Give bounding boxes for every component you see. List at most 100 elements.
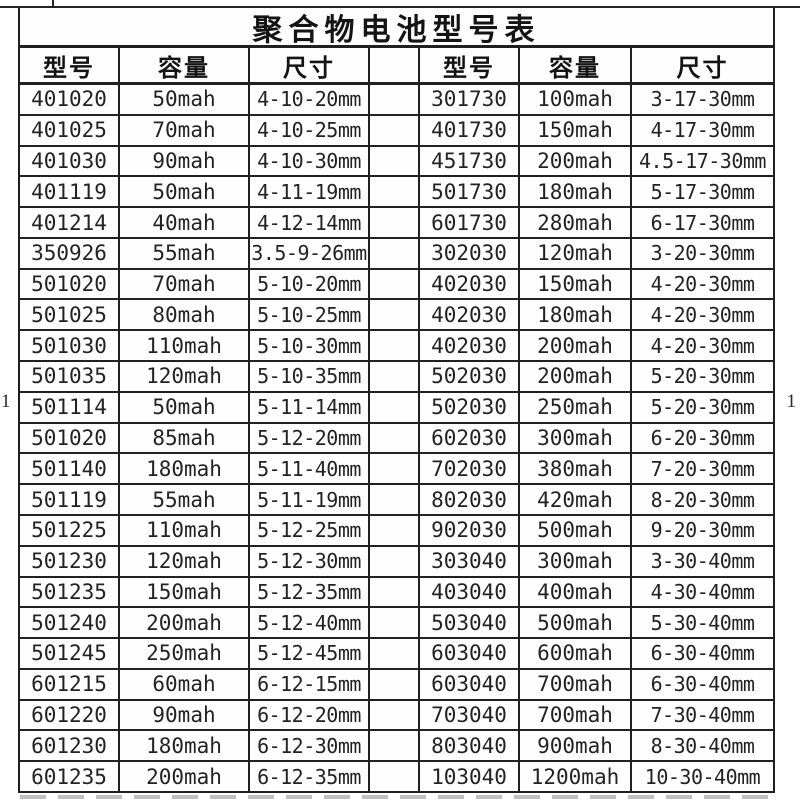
table-cell: 8-30-40mm [650,733,755,758]
spacer-cell [370,546,420,576]
table-cell: 6-12-30mm [250,731,370,761]
table-cell: 702030 [420,454,520,484]
table-cell: 280mah [520,208,632,237]
table-cell: 5-20-30mm [650,364,755,389]
table-cell: 380mah [520,454,632,484]
spacer-cell [370,300,420,330]
table-cell: 4-20-30mm [650,302,755,327]
table-cell: 501230 [20,546,120,576]
table-cell: 501240 [20,608,120,638]
header-spacer [370,48,420,82]
spacer-cell [370,669,420,699]
table-cell: 1200mah [520,762,632,791]
table-cell: 603040 [420,639,520,668]
table-cell: 4-17-30mm [650,118,755,143]
table-cell: 180mah [520,177,632,207]
table-cell: 5-10-25mm [250,300,370,330]
table-row: 401214 40mah 4-12-14mm 601730 280mah 6-17-30m… [20,208,773,239]
table-cell: 902030 [420,515,520,545]
table-row: 601230 180mah 6-12-30mm 803040 900mah 8-30-40… [20,731,773,763]
spacer-cell [370,146,420,176]
table-cell: 5-17-30mm [650,179,755,204]
table-cell: 601730 [420,208,520,237]
table-cell: 40mah [120,208,250,237]
table-cell: 180mah [120,454,250,484]
table-cell: 4-20-30mm [650,333,755,358]
table-cell: 200mah [520,146,632,176]
spacer-cell [370,85,420,114]
table-cell: 5-10-30mm [250,331,370,361]
table-cell: 900mah [520,731,632,761]
table-cell: 85mah [120,423,250,453]
table-cell: 60mah [120,669,250,699]
table-row: 501025 80mah 5-10-25mm 402030 180mah 4-20-30m… [20,300,773,332]
table-row: 501235 150mah 5-12-35mm 403040 400mah 4-30-40… [20,577,773,609]
table-cell: 120mah [120,362,250,391]
spacer-cell [370,485,420,514]
table-cell: 4-12-14mm [250,208,370,237]
table-cell: 250mah [520,392,632,422]
battery-model-table: 聚合物电池型号表 型号 容量 尺寸 型号 容量 尺寸 401020 50mah 4-… [18,8,775,793]
table-cell: 401030 [20,146,120,176]
table-cell: 7-20-30mm [650,456,755,481]
table-cell: 7-30-40mm [650,703,755,728]
table-cell: 601220 [20,700,120,730]
table-cell: 5-12-25mm [250,515,370,545]
table-cell: 50mah [120,392,250,422]
table-row: 501230 120mah 5-12-30mm 303040 300mah 3-30-40… [20,546,773,578]
spacer-cell [370,639,420,668]
spacer-cell [370,115,420,145]
table-cell: 501114 [20,392,120,422]
table-cell: 501119 [20,485,120,514]
table-cell: 3.5-9-26mm [250,238,370,268]
table-row: 401020 50mah 4-10-20mm 301730 100mah 3-17-30m… [20,85,773,116]
table-cell: 501020 [20,269,120,299]
table-cell: 150mah [120,577,250,607]
table-cell: 5-12-35mm [250,577,370,607]
table-cell: 401020 [20,85,120,114]
table-cell: 601235 [20,762,120,791]
table-cell: 5-12-30mm [250,546,370,576]
table-row: 501240 200mah 5-12-40mm 503040 500mah 5-30-40… [20,608,773,640]
table-cell: 3-20-30mm [650,241,755,266]
table-cell: 401119 [20,177,120,207]
table-cell: 250mah [120,639,250,668]
table-cell: 6-30-40mm [650,672,755,697]
table-cell: 4-10-25mm [250,115,370,145]
table-cell: 501035 [20,362,120,391]
table-cell: 150mah [520,269,632,299]
table-cell: 5-30-40mm [650,610,755,635]
table-row: 601235 200mah 6-12-35mm 103040 1200mah 10-30-… [20,762,773,791]
table-cell: 501025 [20,300,120,330]
spacer-cell [370,700,420,730]
table-cell: 9-20-30mm [650,518,755,543]
header-model-left: 型号 [20,48,120,82]
table-cell: 501730 [420,177,520,207]
table-cell: 6-12-20mm [250,700,370,730]
spacer-cell [370,515,420,545]
table-cell: 80mah [120,300,250,330]
table-cell: 3-30-40mm [650,549,755,574]
table-cell: 5-12-20mm [250,423,370,453]
table-title: 聚合物电池型号表 [20,8,773,48]
table-cell: 601230 [20,731,120,761]
table-cell: 55mah [120,238,250,268]
table-row: 501035 120mah 5-10-35mm 502030 200mah 5-20-30… [20,362,773,393]
table-row: 501140 180mah 5-11-40mm 702030 380mah 7-20-30… [20,454,773,486]
table-cell: 401730 [420,115,520,145]
table-cell: 180mah [120,731,250,761]
table-row: 401025 70mah 4-10-25mm 401730 150mah 4-17-30m… [20,115,773,147]
table-cell: 502030 [420,392,520,422]
table-cell: 502030 [420,362,520,391]
table-cell: 5-12-45mm [250,639,370,668]
table-row: 350926 55mah 3.5-9-26mm 302030 120mah 3-20-30… [20,238,773,270]
table-row: 401119 50mah 4-11-19mm 501730 180mah 5-17-30m… [20,177,773,209]
header-model-right: 型号 [420,48,520,82]
spacer-cell [370,423,420,453]
table-row: 501119 55mah 5-11-19mm 802030 420mah 8-20-30m… [20,485,773,516]
table-row: 501225 110mah 5-12-25mm 902030 500mah 9-20-30… [20,515,773,547]
table-cell: 4.5-17-30mm [639,148,766,173]
spacer-cell [370,238,420,268]
table-cell: 120mah [520,238,632,268]
top-edge-line [0,6,800,8]
